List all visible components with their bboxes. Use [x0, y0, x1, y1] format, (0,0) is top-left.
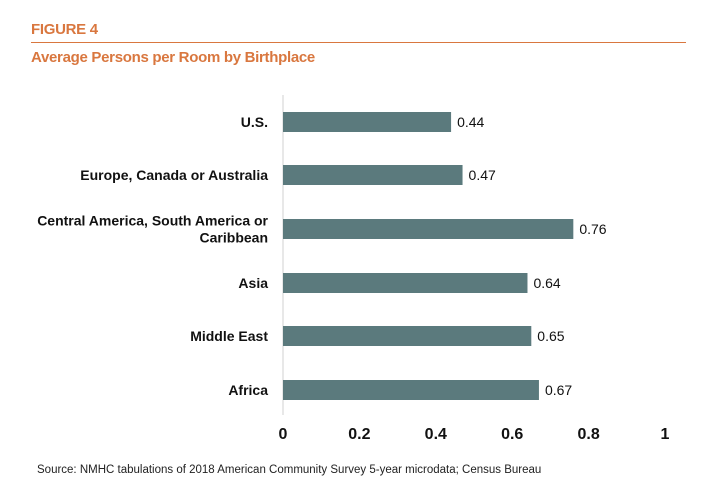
value-label: 0.64 [533, 275, 560, 291]
bar [283, 165, 463, 185]
x-tick-label: 0.6 [501, 426, 523, 443]
title-rule [31, 42, 686, 43]
x-tick-label: 0.2 [348, 426, 370, 443]
value-label: 0.76 [579, 221, 606, 237]
bar [283, 273, 528, 293]
value-label: 0.47 [469, 167, 496, 183]
x-tick-label: 0 [279, 426, 288, 443]
category-label: Caribbean [200, 230, 268, 246]
bar [283, 326, 532, 346]
source-note: Source: NMHC tabulations of 2018 America… [37, 464, 542, 476]
category-label: Central America, South America or [37, 213, 268, 229]
category-label: Europe, Canada or Australia [80, 167, 268, 183]
category-label: Africa [228, 382, 268, 398]
chart-title: Average Persons per Room by Birthplace [31, 49, 315, 66]
figure-label: FIGURE 4 [31, 21, 98, 38]
bar [283, 219, 574, 239]
category-label: U.S. [241, 114, 268, 130]
category-label: Asia [238, 275, 268, 291]
x-tick-label: 0.8 [577, 426, 599, 443]
x-tick-label: 1 [661, 426, 670, 443]
category-label: Middle East [190, 328, 268, 344]
bar [283, 112, 452, 132]
bar [283, 380, 539, 400]
value-label: 0.44 [457, 114, 484, 130]
x-tick-label: 0.4 [425, 426, 447, 443]
value-label: 0.65 [537, 328, 564, 344]
value-label: 0.67 [545, 382, 572, 398]
